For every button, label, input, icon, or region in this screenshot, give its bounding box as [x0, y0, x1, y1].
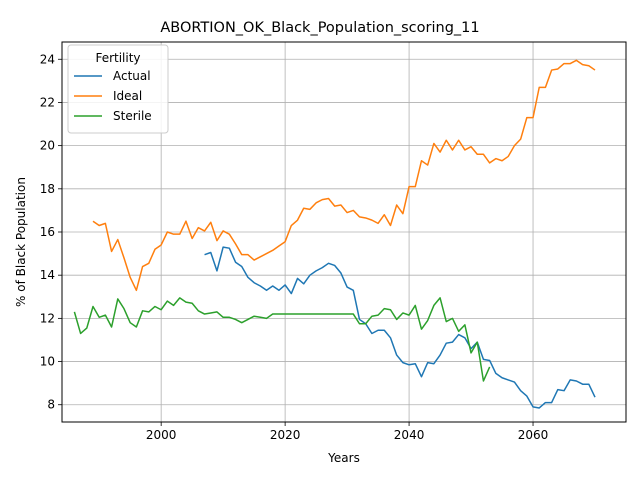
y-tick-label: 18: [40, 182, 55, 196]
chart-title: ABORTION_OK_Black_Population_scoring_11: [160, 20, 479, 36]
legend-box: [67, 44, 169, 134]
y-tick-label: 10: [40, 355, 55, 369]
y-tick-label: 12: [40, 311, 55, 325]
grid-lines: [62, 42, 626, 422]
x-tick-label: 2000: [146, 428, 177, 442]
y-tick-label: 22: [40, 95, 55, 109]
series-line-actual: [204, 246, 596, 409]
legend-title: Fertility: [95, 51, 140, 65]
legend: Fertility Actual Ideal Sterile: [67, 44, 169, 134]
series-line-sterile: [73, 297, 491, 382]
x-tick-label: 2020: [270, 428, 301, 442]
legend-label-actual: Actual: [113, 69, 151, 83]
x-axis-label: Years: [327, 451, 360, 465]
y-tick-label: 16: [40, 225, 55, 239]
y-axis-label: % of Black Population: [14, 177, 28, 307]
series-layer: [73, 59, 596, 409]
legend-label-sterile: Sterile: [113, 109, 152, 123]
y-tick-label: 14: [40, 268, 55, 282]
x-tick-label: 2040: [394, 428, 425, 442]
y-tick-label: 8: [47, 398, 55, 412]
legend-label-ideal: Ideal: [113, 89, 142, 103]
legend-items: Actual Ideal Sterile: [74, 69, 152, 123]
y-tick-label: 20: [40, 139, 55, 153]
y-tick-label: 24: [40, 52, 55, 66]
axis-ticks: 2000 2020 2040 2060 8 10 12 14 16 18 20 22 24: [40, 52, 549, 442]
series-line-ideal: [92, 59, 596, 292]
x-tick-label: 2060: [518, 428, 549, 442]
